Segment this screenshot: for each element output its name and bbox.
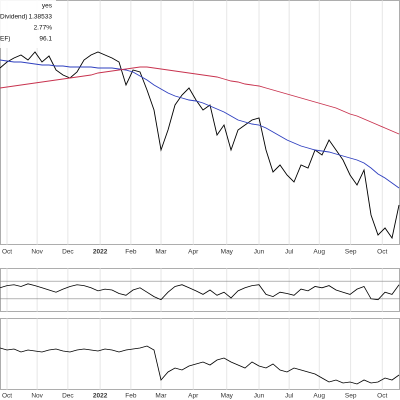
header-label: EF)	[0, 36, 10, 43]
x-tick-label: Dec	[62, 393, 74, 400]
x-tick-label: Nov	[31, 249, 43, 256]
x-tick-label: Aug	[313, 393, 325, 400]
header-value: yes	[42, 3, 53, 10]
x-tick-label: Mar	[155, 393, 167, 400]
x-tick-label: Nov	[31, 393, 43, 400]
header-value: 2.77%	[34, 25, 53, 32]
x-tick-label: Dec	[62, 249, 74, 256]
series-line	[0, 51, 400, 240]
x-tick-label: Feb	[125, 249, 137, 256]
x-tick-label: Sep	[345, 393, 357, 400]
x-tick-label: Aug	[313, 249, 325, 256]
series-line	[0, 66, 400, 135]
x-tick-label: Oct	[2, 249, 12, 256]
x-tick-label: Oct	[377, 393, 387, 400]
series-line	[0, 59, 400, 189]
series-line	[0, 283, 400, 301]
header-label: Dividend)	[0, 14, 27, 21]
panel-frame	[0, 0, 400, 245]
x-tick-label: Oct	[377, 249, 387, 256]
header-value: 1.38533	[29, 14, 53, 21]
header-value: 96.1	[39, 36, 52, 43]
x-tick-label: Mar	[155, 249, 167, 256]
x-tick-label: May	[221, 249, 234, 256]
x-tick-label: 2022	[93, 393, 108, 400]
x-tick-label: Jun	[254, 249, 265, 256]
x-tick-label: Jul	[285, 249, 294, 256]
x-tick-label: Jun	[254, 393, 265, 400]
x-tick-label: Jul	[285, 393, 294, 400]
x-tick-label: Oct	[2, 393, 12, 400]
x-tick-label: Sep	[345, 249, 357, 256]
x-tick-label: Feb	[125, 393, 137, 400]
x-tick-label: Apr	[188, 249, 199, 256]
series-line	[0, 345, 400, 385]
x-tick-label: 2022	[93, 249, 108, 256]
x-tick-label: Apr	[188, 393, 199, 400]
x-tick-label: May	[221, 393, 234, 400]
header-box	[0, 0, 56, 48]
header: yes Dividend) 1.38533 2.77% EF) 96.1	[0, 0, 56, 48]
panel-frame	[0, 318, 400, 390]
